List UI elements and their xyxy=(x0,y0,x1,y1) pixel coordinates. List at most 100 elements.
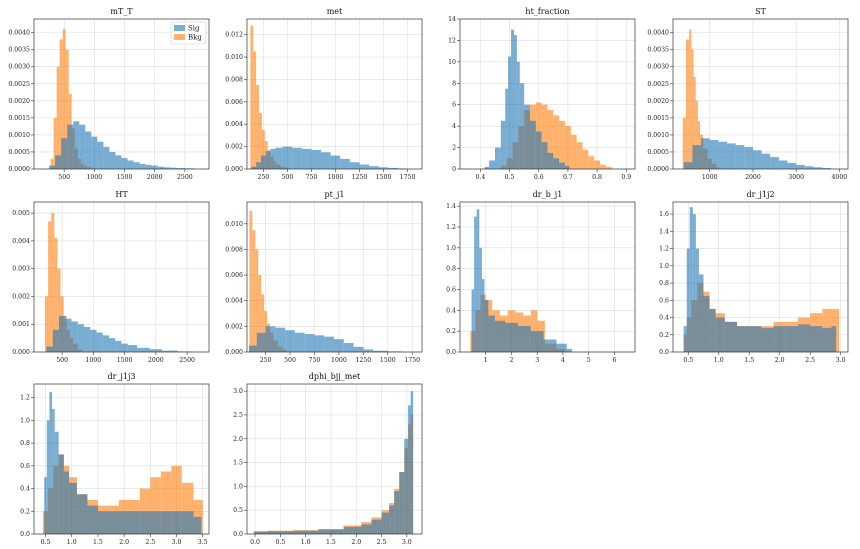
bar-sig xyxy=(275,147,283,169)
y-tick-label: 0.4 xyxy=(20,486,30,493)
x-tick-label: 1.0 xyxy=(301,539,311,546)
bar-sig xyxy=(361,524,372,534)
x-tick-label: 1 xyxy=(484,357,488,364)
legend-label-bkg: Bkg xyxy=(188,34,202,42)
bar-sig xyxy=(692,214,696,352)
y-tick-label: 0.0025 xyxy=(8,81,30,88)
y-tick-label: 1.0 xyxy=(20,417,30,424)
bar-sig xyxy=(63,471,70,534)
bar-sig xyxy=(547,152,554,169)
x-tick-label: 2000 xyxy=(745,174,761,181)
bar-bkg xyxy=(576,142,583,169)
bar-sig xyxy=(267,531,294,534)
bar-sig xyxy=(683,326,687,352)
bar-sig xyxy=(90,329,97,352)
bar-sig xyxy=(530,120,536,169)
bar-sig xyxy=(804,166,814,169)
y-tick-label: 0.0035 xyxy=(647,47,669,54)
y-tick-label: 0.004 xyxy=(225,298,243,305)
x-tick-label: 2000 xyxy=(147,174,163,181)
x-tick-label: 1.5 xyxy=(93,539,103,546)
y-tick-label: 6 xyxy=(452,102,456,109)
bar-sig xyxy=(715,317,725,352)
bar-bkg xyxy=(261,129,265,169)
bar-sig xyxy=(157,166,164,169)
y-tick-label: 0.010 xyxy=(225,221,243,228)
y-tick-label: 0 xyxy=(452,166,456,173)
bar-sig xyxy=(778,160,788,169)
x-tick-label: 1500 xyxy=(376,174,392,181)
y-tick-label: 1.0 xyxy=(659,263,669,270)
x-tick-label: 1500 xyxy=(117,174,133,181)
y-tick-label: 0.0030 xyxy=(647,64,669,71)
y-tick-label: 0.0030 xyxy=(8,64,30,71)
panel-met: 250 500 750 1000 1250 1500 1750 0.000 0.002 0.004… xyxy=(225,7,423,181)
axes-frame xyxy=(672,201,849,353)
panel-title: ST xyxy=(755,7,766,16)
bar-sig xyxy=(813,167,823,169)
y-tick-label: 0.6 xyxy=(659,297,669,304)
bar-bkg xyxy=(259,113,262,169)
bar-sig xyxy=(253,531,268,534)
bar-sig xyxy=(58,454,64,534)
bar-sig xyxy=(770,157,779,169)
panel-HT: 500 1000 1500 2000 2500 0.000 0.001 0.002 0.003 0… xyxy=(12,190,210,364)
bar-sig xyxy=(565,165,570,169)
x-tick-label: 1.5 xyxy=(326,539,336,546)
bar-sig xyxy=(49,391,53,534)
x-tick-label: 1000 xyxy=(702,174,718,181)
bar-sig xyxy=(709,140,719,169)
bar-sig xyxy=(511,29,514,170)
bar-sig xyxy=(79,124,86,169)
y-tick-label: 2 xyxy=(452,145,456,152)
x-tick-label: 2.0 xyxy=(351,539,361,546)
bar-bkg xyxy=(682,117,686,169)
bar-sig xyxy=(695,248,699,352)
bar-bkg xyxy=(594,160,600,169)
y-tick-label: 0.0020 xyxy=(647,98,669,105)
bar-sig xyxy=(76,494,88,534)
bar-sig xyxy=(256,162,261,169)
bar-sig xyxy=(343,343,354,352)
bar-sig xyxy=(46,346,53,352)
bar-sig xyxy=(359,164,370,169)
bar-sig xyxy=(488,315,495,352)
bar-sig xyxy=(785,326,798,352)
panel-title: dr_j1j2 xyxy=(746,190,774,199)
bar-sig xyxy=(145,164,152,169)
bar-sig xyxy=(686,248,690,352)
bar-sig xyxy=(324,336,335,352)
x-tick-label: 0.5 xyxy=(41,539,51,546)
bar-sig xyxy=(73,121,80,169)
bar-sig xyxy=(127,345,138,352)
x-tick-label: 500 xyxy=(58,174,70,181)
bar-sig xyxy=(294,332,305,352)
bar-sig xyxy=(724,321,738,352)
bar-sig xyxy=(97,511,109,534)
bar-sig xyxy=(749,326,762,352)
bar-sig xyxy=(761,327,774,352)
x-tick-label: 2500 xyxy=(177,174,193,181)
bar-sig xyxy=(474,216,477,352)
bar-bkg xyxy=(50,158,54,169)
bar-sig xyxy=(311,149,322,169)
axes-frame xyxy=(33,18,210,170)
x-tick-label: 3 xyxy=(535,357,539,364)
bar-bkg xyxy=(261,294,265,352)
y-tick-label: 2.5 xyxy=(233,412,243,419)
bar-sig xyxy=(293,530,319,534)
bar-sig xyxy=(321,152,331,169)
y-tick-label: 0.004 xyxy=(12,238,30,245)
x-tick-label: 1.5 xyxy=(744,357,754,364)
bar-bkg xyxy=(53,117,57,169)
bar-bkg xyxy=(605,166,612,169)
bar-sig xyxy=(489,160,495,169)
bar-bkg xyxy=(48,221,52,352)
legend-swatch-bkg xyxy=(174,34,185,40)
bar-sig xyxy=(535,131,542,169)
bar-bkg xyxy=(59,39,63,169)
x-tick-label: 2.0 xyxy=(775,357,785,364)
bar-bkg xyxy=(258,275,262,352)
bar-sig xyxy=(388,167,398,169)
y-tick-label: 0.2 xyxy=(20,508,30,515)
